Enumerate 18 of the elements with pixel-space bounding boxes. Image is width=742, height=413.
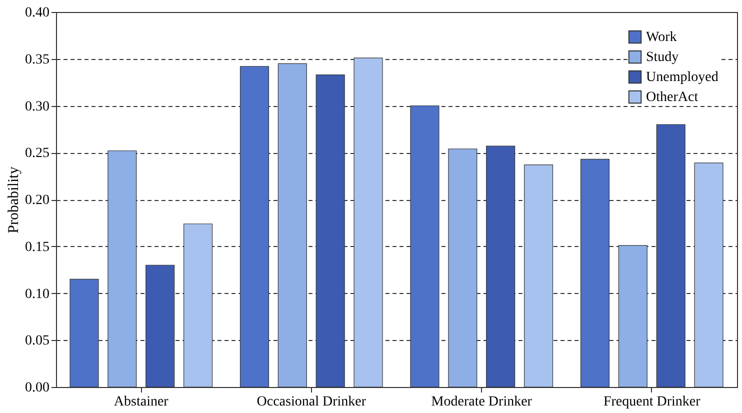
y-tick-label: 0.35 <box>25 52 50 68</box>
x-tick-label: Frequent Drinker <box>603 394 701 410</box>
y-tick-label: 0.40 <box>25 6 50 20</box>
y-axis-title: Probability <box>6 166 22 234</box>
y-tick-label: 0.15 <box>25 240 50 255</box>
y-tick-label: 0.05 <box>25 334 50 349</box>
y-tick-label: 0.30 <box>25 99 50 114</box>
y-tick-label: 0.20 <box>25 193 50 208</box>
legend-label: Unemployed <box>646 70 718 85</box>
y-tick-label: 0.00 <box>25 380 50 396</box>
legend-label: Study <box>646 50 679 65</box>
legend-label: OtherAct <box>646 90 698 105</box>
y-tick-label: 0.25 <box>25 146 50 162</box>
legend-label: Work <box>646 30 677 45</box>
x-tick-label: Abstainer <box>114 394 169 410</box>
x-tick-label: Occasional Drinker <box>256 394 366 410</box>
y-tick-label: 0.10 <box>25 286 50 302</box>
x-tick-label: Moderate Drinker <box>431 394 532 410</box>
